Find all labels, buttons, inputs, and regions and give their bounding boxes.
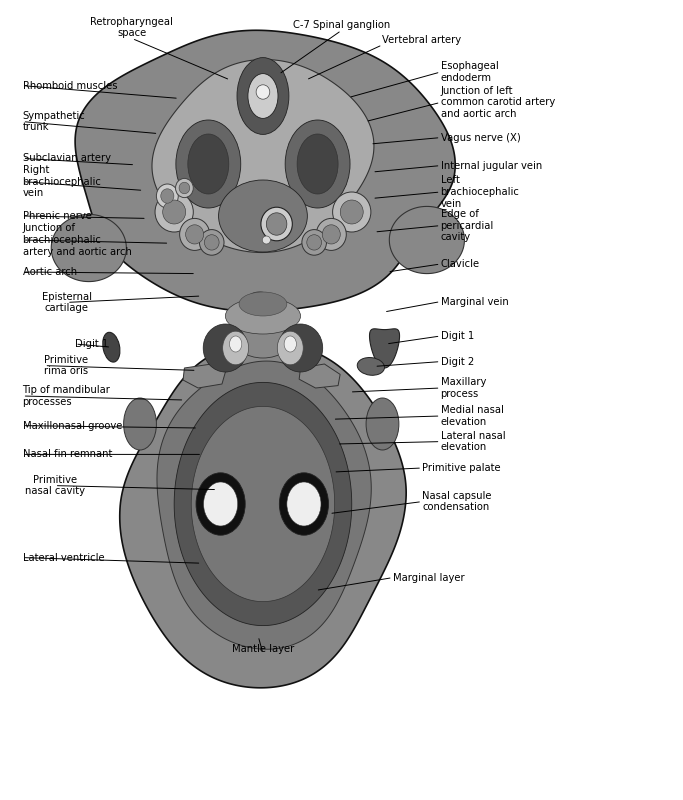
Ellipse shape (297, 134, 338, 194)
Text: Aortic arch: Aortic arch (23, 267, 76, 277)
Text: Nasal fin remnant: Nasal fin remnant (23, 450, 112, 459)
Text: Vertebral artery: Vertebral artery (382, 35, 462, 45)
Ellipse shape (156, 184, 178, 208)
Text: Subclavian artery: Subclavian artery (23, 154, 111, 163)
Ellipse shape (307, 234, 322, 250)
Ellipse shape (261, 207, 292, 241)
Text: Maxillonasal groove: Maxillonasal groove (23, 421, 122, 430)
Polygon shape (152, 59, 374, 253)
Text: Primitive
rima oris: Primitive rima oris (44, 354, 89, 376)
Ellipse shape (279, 473, 329, 535)
Ellipse shape (333, 192, 371, 232)
Ellipse shape (188, 134, 229, 194)
Ellipse shape (229, 336, 242, 352)
Ellipse shape (223, 331, 249, 365)
Ellipse shape (161, 189, 174, 203)
Text: Digit 1: Digit 1 (75, 339, 109, 349)
Polygon shape (51, 214, 126, 282)
Ellipse shape (245, 101, 281, 131)
Text: Tip of mandibular
processes: Tip of mandibular processes (23, 385, 111, 406)
Text: Clavicle: Clavicle (441, 259, 479, 269)
Text: Edge of
pericardial
cavity: Edge of pericardial cavity (441, 209, 494, 242)
Ellipse shape (176, 178, 193, 198)
Text: Lateral ventricle: Lateral ventricle (23, 553, 104, 562)
Ellipse shape (180, 218, 210, 250)
Text: Esophageal
endoderm: Esophageal endoderm (441, 62, 499, 82)
Text: Junction of
brachiocephalic
artery and aortic arch: Junction of brachiocephalic artery and a… (23, 223, 131, 257)
Text: Phrenic nerve: Phrenic nerve (23, 211, 92, 221)
Polygon shape (75, 30, 455, 311)
Ellipse shape (179, 182, 190, 194)
Text: Rhomboid muscles: Rhomboid muscles (23, 81, 117, 90)
Ellipse shape (219, 180, 307, 252)
Text: Internal jugular vein: Internal jugular vein (441, 161, 542, 170)
Ellipse shape (284, 336, 296, 352)
Text: Marginal layer: Marginal layer (393, 573, 464, 582)
Polygon shape (245, 292, 275, 316)
Polygon shape (157, 361, 372, 650)
Text: Junction of left
common carotid artery
and aortic arch: Junction of left common carotid artery a… (441, 86, 555, 119)
Text: Primitive
nasal cavity: Primitive nasal cavity (25, 474, 85, 496)
Text: Maxillary
process: Maxillary process (441, 378, 486, 399)
Text: Retropharyngeal
space: Retropharyngeal space (90, 17, 173, 38)
Ellipse shape (248, 74, 278, 118)
Text: Digit 1: Digit 1 (441, 331, 474, 341)
Polygon shape (174, 382, 352, 626)
Text: Mantle layer: Mantle layer (232, 643, 294, 654)
Ellipse shape (186, 225, 204, 244)
Ellipse shape (357, 358, 385, 375)
Text: Sympathetic
trunk: Sympathetic trunk (23, 111, 85, 132)
Ellipse shape (124, 398, 156, 450)
Text: Marginal vein: Marginal vein (441, 297, 508, 306)
Text: Left
brachiocephalic
vein: Left brachiocephalic vein (441, 175, 519, 209)
Ellipse shape (322, 225, 340, 244)
Polygon shape (299, 364, 340, 388)
Text: Nasal capsule
condensation: Nasal capsule condensation (422, 490, 492, 513)
Ellipse shape (279, 324, 322, 372)
Text: Medial nasal
elevation: Medial nasal elevation (441, 405, 503, 427)
Polygon shape (120, 342, 406, 688)
Ellipse shape (366, 398, 399, 450)
Ellipse shape (196, 473, 245, 535)
Text: Episternal
cartilage: Episternal cartilage (42, 291, 92, 313)
Ellipse shape (340, 200, 363, 224)
Ellipse shape (277, 331, 303, 365)
Ellipse shape (302, 230, 326, 255)
Ellipse shape (204, 482, 238, 526)
Text: Digit 2: Digit 2 (441, 357, 474, 366)
Polygon shape (183, 364, 225, 388)
Text: C-7 Spinal ganglion: C-7 Spinal ganglion (293, 20, 390, 30)
Ellipse shape (262, 236, 270, 244)
Ellipse shape (102, 332, 120, 362)
Ellipse shape (256, 85, 270, 99)
Ellipse shape (266, 213, 287, 235)
Text: Lateral nasal
elevation: Lateral nasal elevation (441, 430, 505, 452)
Ellipse shape (285, 120, 350, 208)
Polygon shape (370, 329, 400, 368)
Ellipse shape (176, 120, 240, 208)
Ellipse shape (163, 200, 186, 224)
Ellipse shape (199, 230, 224, 255)
Ellipse shape (239, 292, 287, 316)
Text: Right
brachiocephalic
vein: Right brachiocephalic vein (23, 165, 101, 198)
Ellipse shape (287, 482, 321, 526)
Ellipse shape (225, 298, 301, 334)
Text: Primitive palate: Primitive palate (422, 463, 501, 473)
Text: Vagus nerve (X): Vagus nerve (X) (441, 133, 520, 142)
Ellipse shape (155, 192, 193, 232)
Ellipse shape (204, 324, 248, 372)
Ellipse shape (232, 314, 294, 358)
Polygon shape (389, 206, 464, 274)
Ellipse shape (204, 234, 219, 250)
Ellipse shape (237, 58, 289, 134)
Ellipse shape (316, 218, 346, 250)
Polygon shape (191, 406, 335, 602)
